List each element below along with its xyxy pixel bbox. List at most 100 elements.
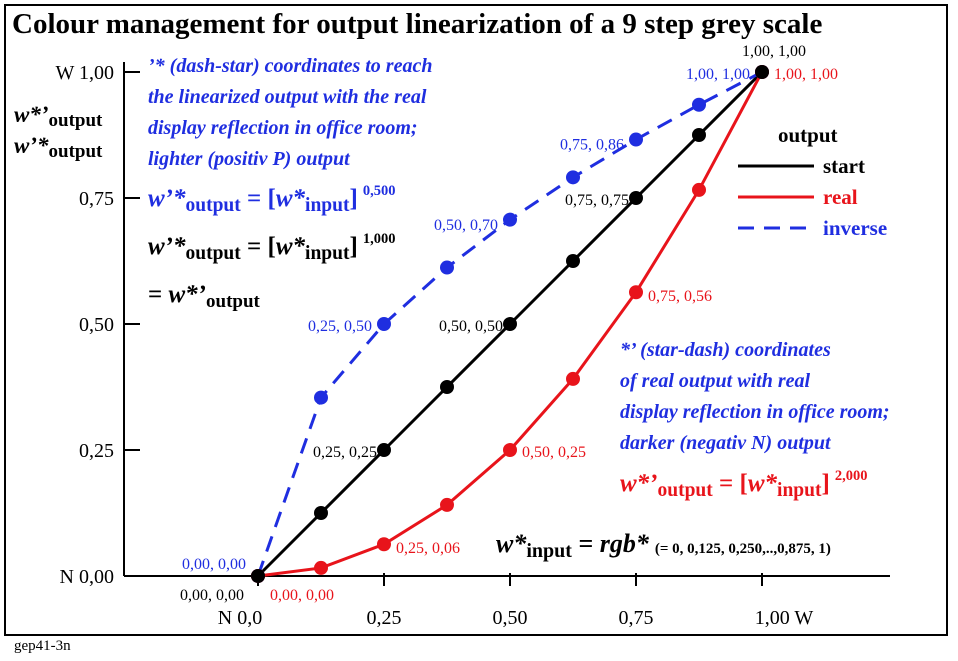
formula-equals: = [ <box>713 470 748 497</box>
formula-exponent: 1,000 <box>363 231 396 247</box>
data-point-real <box>566 371 580 386</box>
data-label-start: 0,00, 0,00 <box>180 587 244 604</box>
y-tick-label: 0,25 <box>79 440 114 462</box>
y-axis-label-subscript: output <box>49 141 104 162</box>
legend-label-start: start <box>823 154 865 178</box>
data-label-start: 0,25, 0,25 <box>313 444 377 461</box>
formula-bracket: ] <box>822 470 830 497</box>
real-note-line: of real output with real <box>620 370 810 392</box>
formula-lhs-subscript: input <box>526 540 572 562</box>
y-axis-label-symbol: w’* <box>14 133 49 158</box>
data-label-real: 0,00, 0,00 <box>270 587 334 604</box>
formula-note: (= 0, 0,125, 0,250,..,0,875, 1) <box>655 541 831 557</box>
data-label-start: 0,50, 0,50 <box>439 318 503 335</box>
inverse-note-line: lighter (positiv P) output <box>148 148 351 170</box>
formula-lhs-subscript: output <box>186 195 242 216</box>
x-tick-label: 0,50 <box>493 607 528 629</box>
formula-lhs: w*’ <box>620 470 658 497</box>
inverse-note-line: the linearized output with the real <box>148 86 427 108</box>
data-point-start <box>314 506 328 520</box>
inverse-note-line: ’* (dash-star) coordinates to reach <box>148 55 432 77</box>
figure-id: gep41-3n <box>14 638 71 654</box>
formula-variable-subscript: input <box>305 195 350 216</box>
real-note-line: *’ (star-dash) coordinates <box>620 339 831 361</box>
data-label-inverse: 0,00, 0,00 <box>182 556 246 573</box>
formula-red_formula: w*’output = [w*input] 2,000 <box>620 468 867 501</box>
data-point-start <box>629 191 643 205</box>
formula-variable-subscript: input <box>305 243 350 264</box>
data-point-inverse <box>377 317 391 331</box>
formula-variable: w* <box>748 470 778 497</box>
data-point-start <box>566 254 580 268</box>
data-label-inverse: 1,00, 1,00 <box>686 66 750 83</box>
y-axis-label: w*’output <box>14 102 103 131</box>
formula-variable-subscript: input <box>777 480 822 501</box>
data-point-real <box>440 497 454 512</box>
formula-subscript: output <box>206 291 261 312</box>
data-label-real: 0,75, 0,56 <box>648 288 712 305</box>
formula-lhs-subscript: output <box>658 480 714 501</box>
data-label-inverse: 0,50, 0,70 <box>434 217 498 234</box>
data-point-inverse <box>692 97 706 112</box>
data-point-real <box>629 285 643 300</box>
data-point-start <box>440 380 454 394</box>
data-point-real <box>314 560 328 575</box>
y-axis-label-subscript: output <box>49 110 104 131</box>
formula-exponent: 2,000 <box>835 468 868 484</box>
formula-variable: w*’ <box>169 281 207 308</box>
formula-equals: = <box>572 529 600 558</box>
data-point-inverse <box>314 390 328 405</box>
y-tick-label: 0,50 <box>79 314 114 336</box>
data-point-inverse <box>629 132 643 147</box>
real-note-line: darker (negativ N) output <box>620 432 832 454</box>
legend-title: output <box>778 123 838 147</box>
formula-blue_formula: w’*output = [w*input] 0,500 <box>148 183 395 216</box>
data-point-start <box>251 569 265 583</box>
formula-equals: = [ <box>241 233 276 260</box>
legend-label-inverse: inverse <box>823 216 887 240</box>
data-point-inverse <box>503 212 517 227</box>
formula-input: w*input = rgb* (= 0, 0,125, 0,250,..,0,87… <box>496 529 831 562</box>
real-note-line: display reflection in office room; <box>620 401 890 423</box>
data-point-real <box>692 182 706 197</box>
data-label-start: 1,00, 1,00 <box>742 43 806 60</box>
legend-label-real: real <box>823 185 858 209</box>
formula-rhs: rgb* <box>600 529 650 558</box>
figure-frame <box>4 4 948 636</box>
x-tick-label: N 0,0 <box>218 607 262 629</box>
x-tick-label: 1,00 W <box>755 607 814 629</box>
formula-bracket: ] <box>350 185 358 212</box>
data-point-start <box>503 317 517 331</box>
inverse-note-line: display reflection in office room; <box>148 117 418 139</box>
data-label-inverse: 0,75, 0,86 <box>560 137 624 154</box>
x-tick-label: 0,75 <box>619 607 654 629</box>
formula-black_formula: w’*output = [w*input] 1,000 <box>148 231 395 264</box>
data-label-real: 0,50, 0,25 <box>522 444 586 461</box>
chart-title: Colour management for output linearizati… <box>12 8 823 40</box>
data-label-inverse: 0,25, 0,50 <box>308 318 372 335</box>
formula-variable: w* <box>276 233 306 260</box>
data-label-real: 1,00, 1,00 <box>774 66 838 83</box>
formula-lhs: w’* <box>148 185 186 212</box>
formula-lhs: w* <box>496 529 527 558</box>
formula-equals: = [ <box>241 185 276 212</box>
data-label-start: 0,75, 0,75 <box>565 192 629 209</box>
formula-variable: w* <box>276 185 306 212</box>
data-label-real: 0,25, 0,06 <box>396 540 460 557</box>
formula-lhs: w’* <box>148 233 186 260</box>
y-tick-label: 0,75 <box>79 188 114 210</box>
y-axis-label: w’*output <box>14 133 103 162</box>
formula-black-equality: = w*’output <box>148 281 261 312</box>
x-tick-label: 0,25 <box>367 607 402 629</box>
formula-equals: = <box>148 281 169 308</box>
formula-exponent: 0,500 <box>363 183 396 199</box>
formula-lhs-subscript: output <box>186 243 242 264</box>
data-point-inverse <box>566 170 580 185</box>
data-point-start <box>755 65 769 79</box>
y-axis-label-symbol: w*’ <box>14 102 49 127</box>
data-point-start <box>377 443 391 457</box>
data-point-start <box>692 128 706 142</box>
data-point-real <box>503 443 517 457</box>
y-tick-label: W 1,00 <box>55 62 114 84</box>
